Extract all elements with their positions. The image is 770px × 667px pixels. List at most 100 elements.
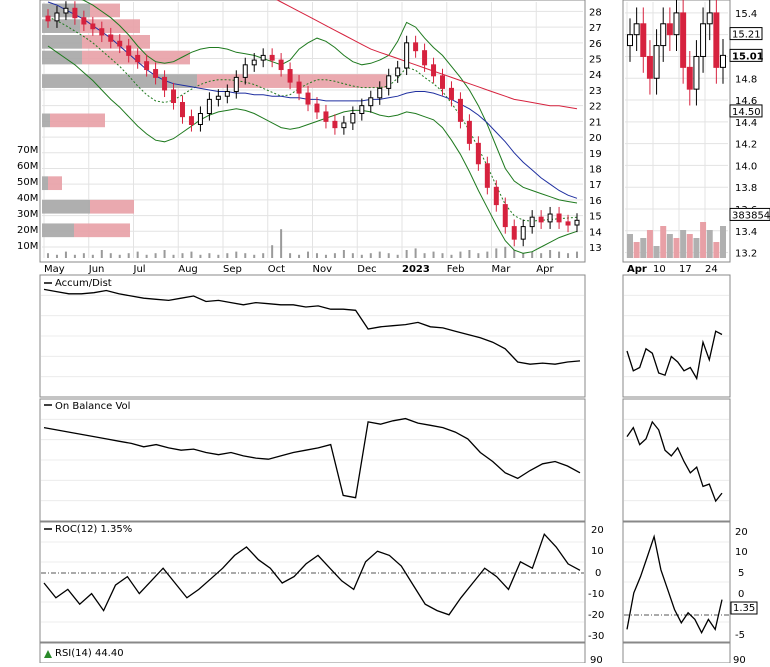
candle-body xyxy=(117,40,123,47)
main-y-tick-label: 20 xyxy=(589,133,602,144)
volume-bar xyxy=(235,251,238,258)
volume-bar xyxy=(271,245,274,258)
candle-body xyxy=(395,67,401,77)
accum-dist-legend: Accum/Dist xyxy=(44,278,112,289)
vbp-bar-gray xyxy=(42,176,48,191)
inset-y-tick-label: 15.4 xyxy=(735,9,757,20)
volume-bar xyxy=(315,253,318,258)
volume-bar xyxy=(100,250,103,258)
candle-body xyxy=(422,50,428,66)
inset-candle-body xyxy=(666,23,673,36)
main-y-tick-label: 18 xyxy=(589,164,602,175)
volume-tick-label: 10M xyxy=(17,241,38,252)
main-y-tick-label: 17 xyxy=(589,180,602,191)
vbp-bar-red xyxy=(74,223,130,238)
vbp-bar-gray xyxy=(42,223,74,238)
volume-bar xyxy=(387,253,390,258)
candle-body xyxy=(278,59,284,71)
volume-bar xyxy=(351,253,354,258)
candle-body xyxy=(475,142,481,165)
candle-body xyxy=(242,64,248,78)
volume-bar xyxy=(558,251,561,258)
inset-candle-body xyxy=(633,23,640,36)
volume-bar xyxy=(172,254,175,258)
roc-tick-20: 20 xyxy=(591,525,604,536)
volume-bar xyxy=(73,254,76,258)
volume-bar xyxy=(82,253,85,258)
main-y-tick-label: 23 xyxy=(589,86,602,97)
main-y-tick-label: 26 xyxy=(589,39,602,50)
main-x-tick-label: Mar xyxy=(492,264,512,275)
candle-body xyxy=(341,122,347,129)
volume-bar xyxy=(307,251,310,258)
candle-body xyxy=(215,95,221,100)
main-y-tick-label: 24 xyxy=(589,70,602,81)
volume-bar xyxy=(262,253,265,258)
vbp-bar-red xyxy=(80,19,140,33)
inset-y-tick-label: 14.4 xyxy=(735,118,757,129)
main-y-tick-label: 22 xyxy=(589,102,602,113)
inset-candle-body xyxy=(680,12,687,68)
rsi-inset-panel xyxy=(622,642,731,664)
accum-dist-line xyxy=(43,288,581,365)
volume-tick-label: 30M xyxy=(17,209,38,220)
inset-candle-body xyxy=(660,23,667,47)
roc-tick-m30: -30 xyxy=(588,631,604,642)
candle-body xyxy=(179,102,185,118)
volume-bar xyxy=(244,253,247,258)
candle-body xyxy=(368,97,374,107)
main-y-tick-label: 15 xyxy=(589,212,602,223)
inset-candle-body xyxy=(693,55,700,90)
candle-body xyxy=(90,23,96,30)
roc-inset-tick-0: 0 xyxy=(738,589,744,600)
candle-body xyxy=(126,45,132,56)
main-x-tick-label: Dec xyxy=(357,264,376,275)
obv-legend: On Balance Vol xyxy=(44,401,130,412)
volume-bar xyxy=(64,251,67,258)
candle-body xyxy=(413,42,419,52)
candle-body xyxy=(144,61,150,71)
volume-bar xyxy=(504,246,507,258)
vbp-bar-red xyxy=(50,113,105,128)
roc-line xyxy=(43,532,581,616)
roc-tick-0: 0 xyxy=(595,568,601,579)
inset-price-tag: 15.01 xyxy=(732,51,764,62)
volume-bar xyxy=(441,253,444,258)
volume-bar xyxy=(432,251,435,258)
candle-body xyxy=(171,89,177,104)
candle-body xyxy=(197,113,203,126)
vbp-bar-gray xyxy=(42,50,82,65)
candle-body xyxy=(54,12,60,22)
main-y-tick-label: 27 xyxy=(589,23,602,34)
candle-body xyxy=(99,28,105,36)
candle-body xyxy=(520,226,526,240)
inset-x-tick-label: 17 xyxy=(679,264,692,275)
vbp-bar-red xyxy=(90,3,120,18)
vbp-bar-red xyxy=(48,176,62,191)
roc-inset-line xyxy=(626,534,723,635)
volume-tick-label: 20M xyxy=(17,225,38,236)
candle-body xyxy=(350,113,356,124)
candle-body xyxy=(296,81,302,94)
inset-y-tick-label: 13.2 xyxy=(735,249,757,260)
volume-bar xyxy=(154,253,157,258)
candle-body xyxy=(269,54,275,61)
inset-candle-body xyxy=(653,45,660,79)
volume-bar xyxy=(477,253,480,258)
inset-volume-bar xyxy=(673,238,680,258)
main-y-tick-label: 19 xyxy=(589,149,602,160)
volume-bar xyxy=(226,253,229,258)
inset-volume-bar xyxy=(633,242,640,258)
candle-body xyxy=(386,75,392,89)
candle-body xyxy=(493,186,499,206)
candle-body xyxy=(547,213,553,223)
volume-bar xyxy=(181,253,184,258)
inset-x-tick-label: 10 xyxy=(653,264,666,275)
volume-bar xyxy=(109,253,112,258)
candle-body xyxy=(332,120,338,129)
inset-volume-bar xyxy=(706,230,713,258)
inset-price-tag-box xyxy=(729,27,763,41)
inset-candle-body xyxy=(686,66,693,90)
volume-bar xyxy=(522,253,525,258)
inset-volume-bar xyxy=(660,226,667,258)
